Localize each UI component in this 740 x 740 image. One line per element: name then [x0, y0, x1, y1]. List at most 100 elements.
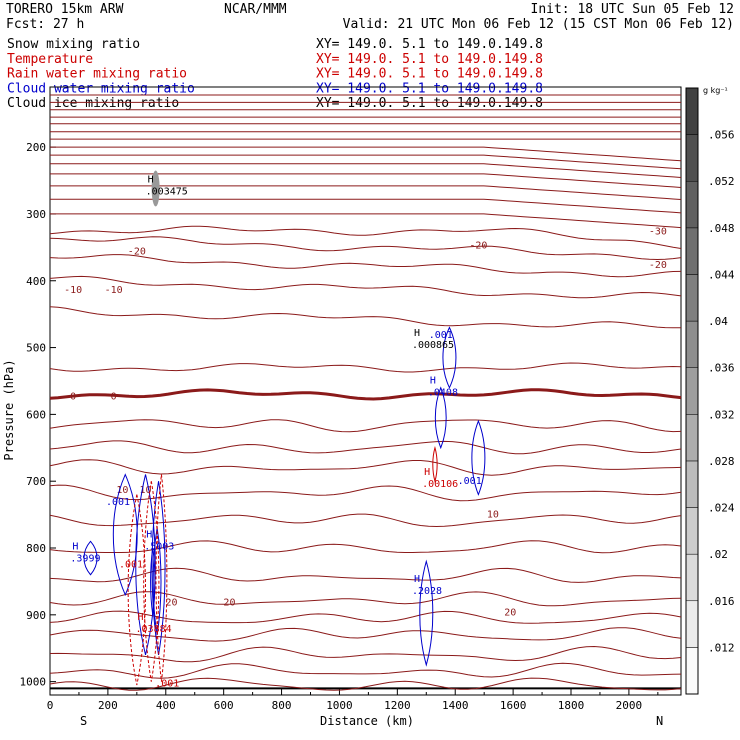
x-tick-label: 0: [47, 699, 54, 712]
field-xy: XY= 149.0. 5.1 to 149.0.149.8: [316, 67, 543, 82]
temperature-contour-label: -20: [128, 247, 146, 258]
temperature-contour-label: -20: [469, 241, 487, 252]
rain-water-contour: [143, 481, 160, 682]
colorbar-swatch: [685, 134, 699, 182]
field-label: Temperature: [7, 52, 93, 67]
cloud-water-contour: [442, 326, 457, 389]
max-value: .0408: [428, 388, 458, 399]
x-tick-label: 1800: [558, 699, 585, 712]
colorbar-frame: [685, 87, 699, 695]
mixing-ratio-contour-label: .001: [429, 330, 453, 341]
temperature-contour: [49, 306, 682, 329]
y-tick-label: 400: [26, 275, 46, 288]
temperature-contour: [49, 513, 682, 528]
temperature-contour-label: 0: [111, 392, 117, 403]
x-tick-label: 1200: [384, 699, 411, 712]
colorbar-swatch: [685, 460, 699, 508]
max-value: .003475: [146, 187, 188, 198]
colorbar-swatch: [685, 600, 699, 648]
temperature-contour-label: -30: [649, 227, 667, 238]
colorbar-tick-label: .02: [708, 548, 728, 561]
x-tick-label: 600: [214, 699, 234, 712]
field-legend: Snow mixing ratio XY= 149.0. 5.1 to 149.0…: [7, 37, 543, 111]
colorbar-swatch: [685, 320, 699, 368]
max-value: .03884: [136, 624, 172, 635]
colorbar-tick-label: .016: [708, 595, 735, 608]
max-mark: H: [414, 574, 420, 585]
forecast-hour: Fcst: 27 h: [6, 17, 84, 32]
temperature-contour-label: -10: [64, 285, 82, 296]
temperature-contour: [49, 254, 682, 278]
max-marker: H.000865: [412, 328, 454, 351]
temperature-contour: [49, 225, 682, 249]
max-value: .000865: [412, 340, 454, 351]
max-mark: H: [72, 541, 78, 552]
temperature-contour-label: -20: [649, 260, 667, 271]
x-tick-label: 200: [98, 699, 118, 712]
field-xy: XY= 149.0. 5.1 to 149.0.149.8: [316, 52, 543, 67]
temperature-contour: [50, 146, 682, 162]
max-value: .5003: [144, 541, 174, 552]
colorbar-tick-label: .044: [708, 268, 735, 281]
colorbar-swatch: [685, 227, 699, 275]
y-tick-label: 700: [26, 475, 46, 488]
field-xy: XY= 149.0. 5.1 to 149.0.149.8: [316, 96, 543, 111]
y-tick-label: 1000: [20, 676, 47, 689]
field-label: Rain water mixing ratio: [7, 67, 187, 82]
cloud-water-contour: [151, 481, 166, 655]
temperature-contour: [49, 662, 682, 679]
temperature-contour-label: 10: [487, 509, 499, 520]
x-tick-label: 1400: [442, 699, 469, 712]
temperature-contour-label: 20: [504, 607, 516, 618]
max-value: .00106: [422, 479, 458, 490]
colorbar-swatch: [685, 367, 699, 415]
mixing-ratio-contour-label: .001: [119, 559, 143, 570]
temperature-contour: [49, 419, 682, 433]
colorbar-swatch: [685, 553, 699, 602]
cloud-water-contour: [471, 419, 486, 496]
temperature-contour: [50, 154, 682, 170]
max-marker: H.00106: [422, 467, 458, 490]
max-mark: H: [430, 376, 436, 387]
max-value: .3999: [70, 553, 100, 564]
colorbar-tick-label: .036: [708, 362, 735, 375]
max-marker: H.3999: [70, 541, 100, 564]
field-label: Cloud water mixing ratio: [7, 81, 195, 96]
init-time: Init: 18 UTC Sun 05 Feb 12: [531, 2, 735, 17]
colorbar-swatch: [685, 647, 699, 695]
left-endpoint-label: S: [80, 714, 87, 728]
mixing-ratio-contour-label: .001: [106, 497, 130, 508]
colorbar-swatch: [685, 414, 699, 462]
temperature-contour: [50, 185, 682, 200]
temperature-contour: [49, 236, 682, 261]
x-tick-label: 800: [272, 699, 292, 712]
x-axis-title: Distance (km): [320, 714, 414, 728]
temperature-contour-label: 0: [70, 392, 76, 403]
colorbar-unit: g kg⁻¹: [703, 86, 728, 95]
max-marker: H.0408: [428, 376, 458, 399]
freezing-level-contour: [49, 388, 682, 401]
temperature-contour: [49, 275, 682, 299]
model-title: TORERO 15km ARW: [6, 2, 124, 17]
colorbar-tick-label: .056: [708, 129, 735, 142]
max-mark: H: [148, 175, 154, 186]
max-mark: H: [414, 328, 420, 339]
rain-water-contour: [155, 474, 168, 682]
y-tick-label: 500: [26, 342, 46, 355]
colorbar-tick-label: .04: [708, 315, 728, 328]
temperature-contour: [49, 591, 682, 607]
cloud-water-contour: [150, 547, 156, 615]
org-label: NCAR/MMM: [224, 2, 287, 17]
field-label: Cloud ice mixing ratio: [7, 96, 179, 111]
cloud-water-contour: [135, 474, 156, 656]
max-mark: H: [138, 612, 144, 623]
field-label: Snow mixing ratio: [7, 37, 140, 52]
right-endpoint-label: N: [656, 714, 663, 728]
temperature-contour-label: 20: [223, 597, 235, 608]
temperature-contour: [49, 645, 682, 663]
temperature-contour: [49, 567, 682, 583]
y-tick-label: 600: [26, 408, 46, 421]
mixing-ratio-contour-label: .001: [155, 678, 179, 689]
field-xy: XY= 149.0. 5.1 to 149.0.149.8: [316, 81, 543, 96]
cloud-water-contour: [83, 540, 98, 576]
